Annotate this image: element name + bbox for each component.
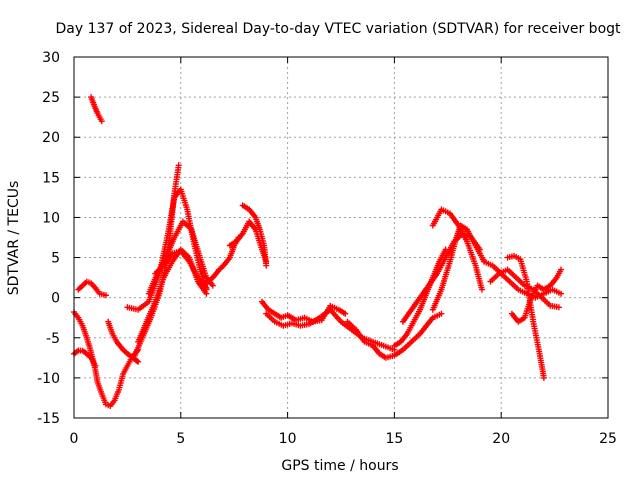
y-tick-label: 20 <box>42 130 60 146</box>
y-tick-label: 30 <box>42 50 60 66</box>
y-tick-label: 25 <box>42 90 60 106</box>
x-tick-label: 25 <box>599 431 617 447</box>
x-tick-label: 15 <box>385 431 403 447</box>
plot-frame <box>73 56 609 419</box>
series-track-p <box>344 310 445 361</box>
x-tick-label: 10 <box>279 431 297 447</box>
plus-point <box>135 358 142 365</box>
chart-title: Day 137 of 2023, Sidereal Day-to-day VTE… <box>55 21 621 37</box>
grid-lines <box>74 57 608 418</box>
x-tick-label: 20 <box>492 431 510 447</box>
x-tick-labels: 0 5 10 15 20 25 <box>70 431 617 447</box>
y-tick-label: 5 <box>51 251 60 267</box>
plus-point <box>438 310 445 317</box>
y-tick-label: -5 <box>46 331 60 347</box>
x-tick-label: 5 <box>176 431 185 447</box>
plus-point <box>175 162 182 169</box>
series-track-t <box>429 222 464 313</box>
plus-point <box>263 262 270 269</box>
data-points <box>71 94 564 409</box>
plus-point <box>558 266 564 273</box>
series-track-d <box>75 278 109 299</box>
axis-ticks <box>73 56 609 419</box>
plus-point <box>540 374 547 381</box>
plus-point <box>209 282 216 289</box>
y-tick-label: 0 <box>51 291 60 307</box>
series-track-o <box>263 306 398 353</box>
plus-point <box>555 304 562 311</box>
y-tick-label: -10 <box>37 371 60 387</box>
y-tick-label: 15 <box>42 170 60 186</box>
series-track-y <box>508 266 564 325</box>
series-track-j <box>152 248 210 291</box>
y-axis-label: SDTVAR / TECUs <box>6 181 22 296</box>
plus-point <box>558 290 564 297</box>
y-tick-label: -15 <box>37 411 60 427</box>
series-track-x <box>504 253 547 381</box>
x-tick-label: 0 <box>70 431 79 447</box>
series-track-b <box>88 94 105 125</box>
plus-point <box>103 292 109 299</box>
plus-point <box>479 286 485 293</box>
plus-point <box>342 310 349 317</box>
plus-point <box>203 290 210 297</box>
plus-point <box>134 358 140 364</box>
x-axis-label: GPS time / hours <box>281 458 398 474</box>
y-tick-labels: -15 -10 -5 0 5 10 15 20 25 30 <box>37 50 60 427</box>
series-track-r <box>399 230 483 325</box>
y-tick-label: 10 <box>42 210 60 226</box>
series-track-m <box>239 202 270 269</box>
plus-point <box>98 118 105 125</box>
